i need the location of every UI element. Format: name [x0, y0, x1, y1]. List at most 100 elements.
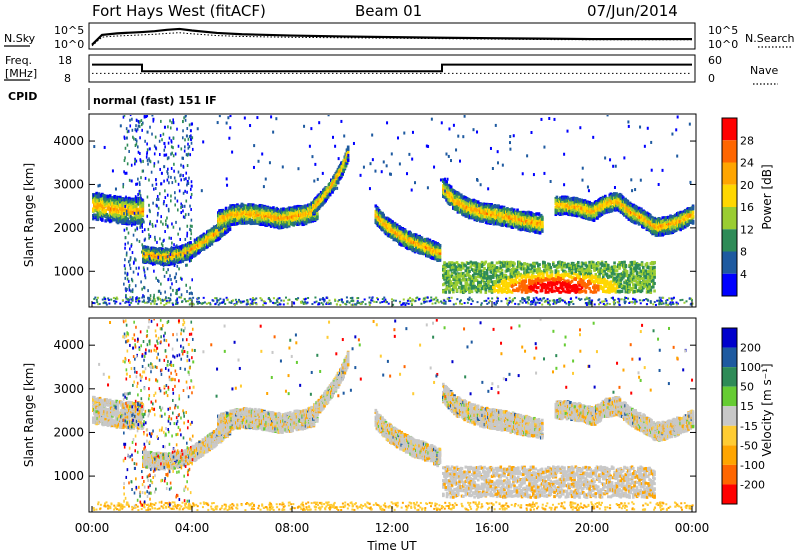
scatter-cell: [272, 221, 275, 226]
nave-right-tick-top: 60: [708, 54, 722, 67]
scatter-cell: [111, 202, 114, 206]
scatter-cell: [105, 203, 109, 207]
scatter-cell: [121, 203, 124, 207]
scatter-cell: [449, 185, 453, 189]
scatter-cell: [200, 246, 204, 250]
scatter-cell: [476, 200, 480, 204]
station-title: Fort Hays West (fitACF): [92, 2, 266, 20]
scatter-cell: [262, 212, 265, 216]
scatter-cell: [242, 206, 246, 211]
frequency-panel-frame: [88, 54, 696, 83]
scatter-cell: [239, 205, 243, 209]
scatter-cell: [254, 206, 257, 211]
scatter-cell: [244, 204, 247, 208]
scatter-cell: [141, 213, 145, 218]
scatter-cell: [139, 196, 142, 201]
freq-left-tick-top: 18: [58, 54, 72, 67]
scatter-cell: [241, 203, 245, 208]
scatter-cell: [116, 221, 120, 225]
scatter-cell: [216, 228, 219, 232]
scatter-cell: [457, 192, 461, 196]
scatter-cell: [97, 192, 101, 196]
scatter-cell: [211, 227, 215, 231]
scatter-cell: [108, 194, 112, 198]
nave-label: Nave: [750, 64, 778, 77]
power-marks: [92, 115, 695, 306]
scatter-cell: [251, 203, 255, 207]
scatter-cell: [483, 215, 487, 219]
nsky-series: [91, 27, 692, 46]
scatter-cell: [139, 214, 142, 218]
nsearch-label: N.Search: [745, 32, 795, 45]
scatter-cell: [121, 215, 124, 219]
scatter-cell: [282, 207, 285, 211]
scatter-cell: [104, 208, 107, 213]
nsearch-series: [91, 32, 692, 47]
scatter-cell: [221, 230, 225, 234]
scatter-cell: [346, 145, 350, 149]
scatter-cell: [235, 206, 238, 211]
scatter-cell: [267, 223, 271, 227]
noise-left-tick-bottom: 10^0: [54, 38, 84, 51]
scatter-cell: [231, 204, 235, 208]
scatter-cell: [239, 214, 243, 219]
scatter-cell: [141, 209, 145, 213]
scatter-cell: [228, 227, 232, 231]
scatter-cell: [211, 239, 215, 243]
nave-right-tick-bottom: 0: [708, 72, 715, 85]
nsky-label: N.Sky: [4, 32, 36, 45]
scatter-cell: [254, 221, 257, 225]
scatter-cell: [97, 214, 101, 218]
scatter-cell: [228, 223, 231, 227]
scatter-cell: [165, 262, 169, 267]
scatter-cell: [95, 191, 98, 196]
noise-left-tick-top: 10^5: [54, 24, 84, 37]
scatter-cell: [221, 224, 225, 228]
frequency-series: [92, 63, 692, 73]
noise-right-tick-bottom: 10^0: [708, 38, 738, 51]
date-label: 07/Jun/2014: [587, 2, 678, 20]
scatter-cell: [111, 196, 114, 200]
scatter-cell: [237, 204, 240, 209]
scatter-cell: [146, 246, 150, 250]
scatter-cell: [141, 204, 145, 208]
scatter-cell: [346, 158, 350, 162]
scatter-cell: [106, 194, 110, 199]
scatter-cell: [113, 218, 116, 222]
scatter-cell: [189, 241, 192, 245]
scatter-cell: [260, 205, 264, 209]
scatter-cell: [209, 240, 213, 244]
scatter-cell: [158, 254, 162, 258]
scatter-cell: [104, 210, 107, 214]
scatter-cell: [122, 201, 125, 205]
noise-right-tick-top: 10^5: [708, 24, 738, 37]
scatter-cell: [248, 215, 252, 220]
scatter-cell: [272, 206, 275, 210]
scatter-cell: [316, 215, 319, 219]
scatter-cell: [438, 255, 442, 259]
scatter-cell: [328, 193, 332, 197]
noise-panel: N.Sky 10^5 10^0 10^5 10^0 N.Search: [4, 22, 795, 51]
scatter-cell: [172, 256, 175, 260]
scatter-cell: [474, 199, 478, 204]
noise-panel-frame: [88, 22, 696, 50]
scatter-cell: [129, 207, 132, 211]
scatter-cell: [145, 253, 148, 257]
scatter-cell: [125, 217, 129, 221]
scatter-cell: [206, 245, 209, 249]
scatter-cell: [202, 247, 206, 251]
scatter-cell: [236, 203, 239, 207]
scatter-cell: [269, 207, 273, 211]
freq-label-line2: [MHz]: [5, 67, 37, 80]
scatter-cell: [427, 254, 430, 258]
scatter-cell: [167, 262, 171, 267]
scatter-cell: [488, 208, 491, 212]
scatter-cell: [121, 209, 124, 213]
scatter-cell: [181, 259, 184, 263]
scatter-cell: [94, 208, 97, 213]
scatter-cell: [393, 224, 397, 228]
scatter-cell: [208, 243, 211, 247]
scatter-cell: [257, 211, 261, 215]
scatter-cell: [264, 221, 267, 226]
